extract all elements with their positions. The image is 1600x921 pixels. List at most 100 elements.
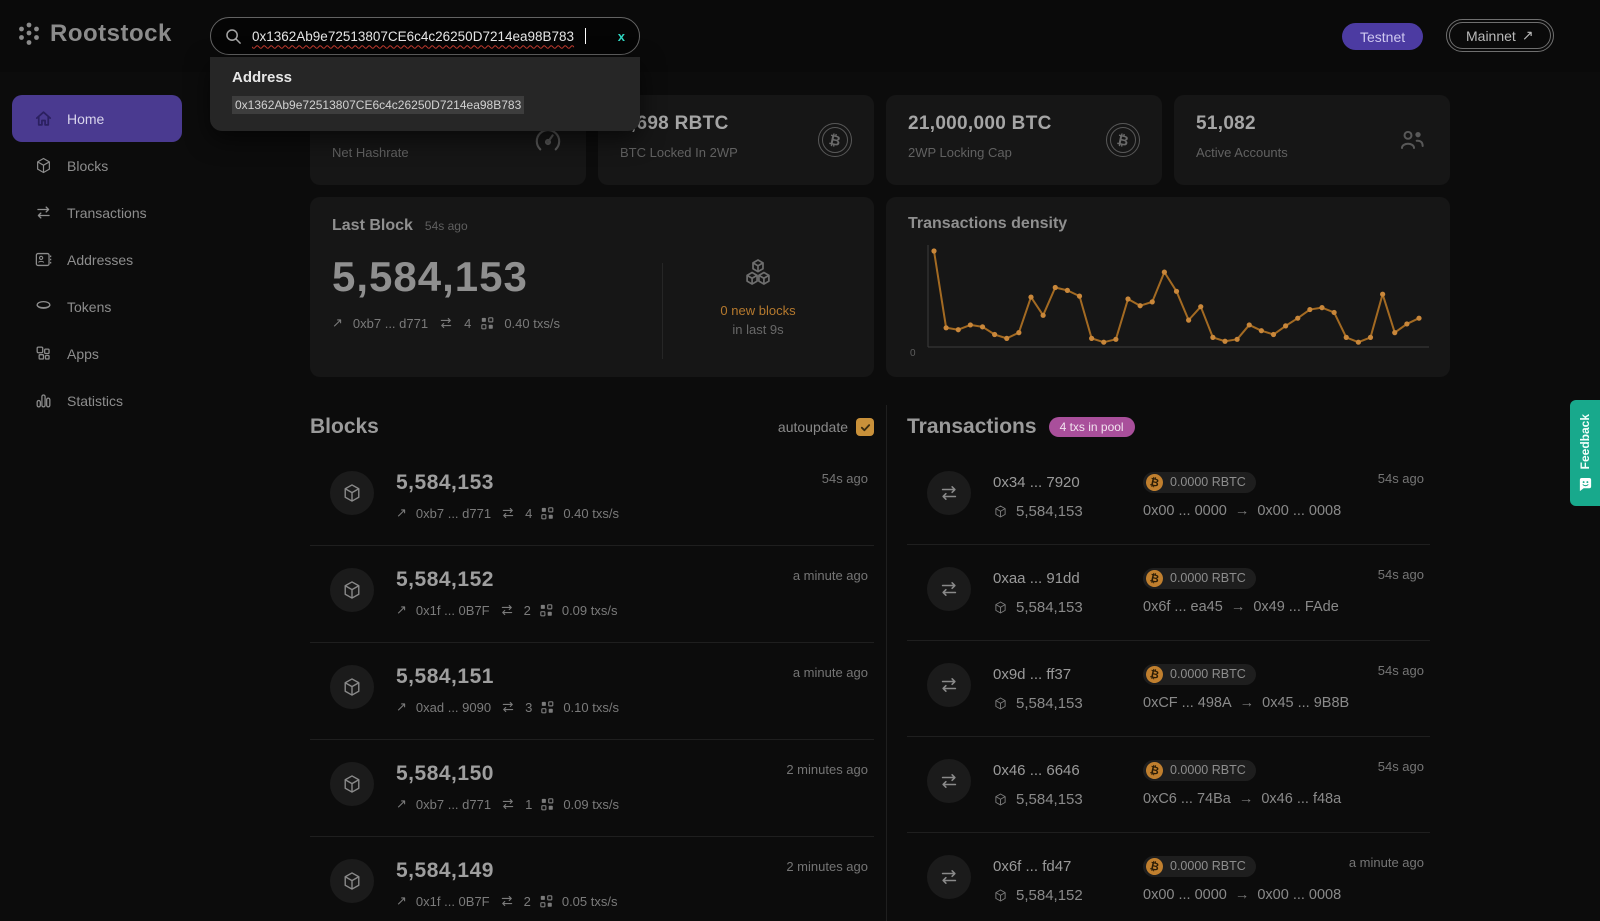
bitcoin-icon: ₿	[1144, 759, 1165, 781]
tx-to[interactable]: 0x46 ... f48a	[1261, 791, 1342, 807]
block-hash[interactable]: 0xad ... 9090	[415, 699, 492, 715]
external-arrow-icon: ↗	[396, 796, 407, 811]
block-number[interactable]: 5,584,152	[396, 568, 494, 591]
cube-icon	[330, 762, 374, 806]
bitcoin-icon: ₿	[1144, 471, 1165, 493]
autoupdate-checkbox[interactable]	[856, 418, 874, 436]
block-hash[interactable]: 0xb7 ... d771	[415, 796, 492, 812]
sidebar-item-home[interactable]: Home	[12, 95, 182, 142]
sidebar-item-tokens[interactable]: Tokens	[12, 283, 182, 330]
arrow-right-icon: →	[1234, 503, 1250, 519]
tx-hash[interactable]: 0x6f ... fd47	[993, 857, 1072, 875]
stat-card-btc-locked: 3,698 RBTC BTC Locked In 2WP ₿	[598, 95, 874, 185]
clear-search-button[interactable]: x	[617, 28, 625, 44]
block-hash[interactable]: 0x1f ... 0B7F	[415, 602, 490, 618]
feedback-tab[interactable]: Feedback	[1570, 400, 1600, 506]
tx-to[interactable]: 0x00 ... 0008	[1257, 887, 1342, 903]
block-number[interactable]: 5,584,151	[396, 665, 494, 688]
tx-to[interactable]: 0x45 ... 9B8B	[1262, 695, 1350, 711]
block-hash[interactable]: 0xb7 ... d771	[415, 505, 492, 521]
tx-hash[interactable]: 0xaa ... 91dd	[993, 569, 1080, 587]
tx-from[interactable]: 0x00 ... 0000	[1143, 887, 1227, 903]
last-block-rate: 0.40 txs/s	[504, 315, 560, 331]
bitcoin-icon: ₿	[818, 123, 852, 157]
block-hash[interactable]: 0x1f ... 0B7F	[415, 893, 490, 909]
swap-icon	[440, 317, 452, 329]
block-row[interactable]: 5,584,153 ↗ 0xb7 ... d771 4 0.40 txs/s 5…	[310, 449, 874, 546]
transaction-row[interactable]: 0xaa ... 91dd 5,584,153 ₿ 0.0000 RBTC	[907, 545, 1430, 641]
sidebar-item-blocks[interactable]: Blocks	[12, 142, 182, 189]
tx-block[interactable]: 5,584,152	[1016, 887, 1083, 904]
swap-icon	[501, 895, 512, 907]
tx-block[interactable]: 5,584,153	[1016, 695, 1083, 712]
feedback-label: Feedback	[1578, 413, 1592, 470]
rootstock-logo[interactable]: Rootstock	[16, 20, 172, 48]
tx-block[interactable]: 5,584,153	[1016, 791, 1083, 808]
tx-from[interactable]: 0xCF ... 498A	[1143, 695, 1232, 711]
sidebar-item-apps[interactable]: Apps	[12, 330, 182, 377]
sidebar-item-statistics[interactable]: Statistics	[12, 377, 182, 424]
mainnet-button[interactable]: Mainnet ↗	[1446, 19, 1554, 52]
bar-chart-icon	[36, 394, 51, 408]
cube-icon	[330, 471, 374, 515]
suggestion-address[interactable]: 0x1362Ab9e72513807CE6c4c26250D7214ea98B7…	[232, 96, 525, 114]
tx-from[interactable]: 0x00 ... 0000	[1143, 503, 1227, 519]
blocks-panel: Blocks autoupdate 5,584,153 ↗	[310, 405, 874, 921]
txs-in-pool-badge: 4 txs in pool	[1048, 417, 1135, 437]
swap-icon	[927, 855, 971, 899]
transaction-row[interactable]: 0x34 ... 7920 5,584,153 ₿ 0.0000 RBTC	[907, 449, 1430, 545]
cube-icon	[995, 601, 1006, 614]
bitcoin-icon: ₿	[1144, 567, 1165, 589]
grid-icon	[540, 603, 553, 616]
stat-label: 2WP Locking Cap	[908, 145, 1012, 160]
stat-card-locking-cap: 21,000,000 BTC 2WP Locking Cap ₿	[886, 95, 1162, 185]
stat-value: 51,082	[1196, 113, 1256, 134]
block-number[interactable]: 5,584,153	[396, 471, 494, 494]
block-number[interactable]: 5,584,149	[396, 859, 494, 882]
tx-amount: 0.0000 RBTC	[1170, 571, 1246, 585]
search-input[interactable]: 0x1362Ab9e72513807CE6c4c26250D7214ea98B7…	[210, 17, 640, 55]
tx-block[interactable]: 5,584,153	[1016, 503, 1083, 520]
tx-amount: 0.0000 RBTC	[1170, 859, 1246, 873]
transaction-row[interactable]: 0x9d ... ff37 5,584,153 ₿ 0.0000 RBTC	[907, 641, 1430, 737]
new-blocks-window: in last 9s	[732, 322, 784, 337]
block-txcount: 3	[525, 699, 533, 715]
tx-to[interactable]: 0x00 ... 0008	[1257, 503, 1342, 519]
tx-amount: 0.0000 RBTC	[1170, 763, 1246, 777]
sidebar-item-addresses[interactable]: Addresses	[12, 236, 182, 283]
tx-hash[interactable]: 0x9d ... ff37	[993, 665, 1072, 683]
cube-icon	[37, 157, 50, 174]
last-block-number[interactable]: 5,584,153	[332, 253, 528, 300]
last-block-hash[interactable]: 0xb7 ... d771	[352, 315, 429, 331]
tx-from[interactable]: 0xC6 ... 74Ba	[1143, 791, 1231, 807]
block-row[interactable]: 5,584,152 ↗ 0x1f ... 0B7F 2 0.09 txs/s a…	[310, 546, 874, 643]
tx-to[interactable]: 0x49 ... FAde	[1253, 599, 1339, 615]
tx-hash[interactable]: 0x34 ... 7920	[993, 473, 1080, 491]
transactions-title: Transactions	[907, 415, 1037, 438]
block-row[interactable]: 5,584,150 ↗ 0xb7 ... d771 1 0.09 txs/s 2…	[310, 740, 874, 837]
tx-amount-pill: ₿ 0.0000 RBTC	[1143, 567, 1256, 589]
last-block-title: Last Block	[332, 217, 413, 234]
tx-ago: a minute ago	[1348, 855, 1424, 870]
transaction-row[interactable]: 0x46 ... 6646 5,584,153 ₿ 0.0000 RBTC	[907, 737, 1430, 833]
stat-label: BTC Locked In 2WP	[620, 145, 738, 160]
external-arrow-icon: ↗	[396, 602, 407, 617]
tx-density-title: Transactions density	[908, 215, 1068, 232]
block-row[interactable]: 5,584,149 ↗ 0x1f ... 0B7F 2 0.05 txs/s 2…	[310, 837, 874, 921]
block-row[interactable]: 5,584,151 ↗ 0xad ... 9090 3 0.10 txs/s a…	[310, 643, 874, 740]
testnet-button[interactable]: Testnet	[1342, 23, 1424, 50]
tx-density-card: Transactions density 0	[886, 197, 1450, 377]
grid-icon	[540, 894, 553, 907]
block-ago: 2 minutes ago	[786, 762, 868, 777]
arrow-right-icon: →	[1230, 599, 1246, 615]
sidebar-item-transactions[interactable]: Transactions	[12, 189, 182, 236]
tx-block[interactable]: 5,584,153	[1016, 599, 1083, 616]
external-link-icon: ↗	[1521, 27, 1534, 43]
search-value[interactable]: 0x1362Ab9e72513807CE6c4c26250D7214ea98B7…	[252, 28, 575, 44]
tx-from[interactable]: 0x6f ... ea45	[1143, 599, 1223, 615]
cube-icon	[995, 793, 1006, 806]
autoupdate-toggle[interactable]: autoupdate	[778, 418, 874, 436]
block-number[interactable]: 5,584,150	[396, 762, 494, 785]
tx-hash[interactable]: 0x46 ... 6646	[993, 761, 1080, 779]
transaction-row[interactable]: 0x6f ... fd47 5,584,152 ₿ 0.0000 RBTC	[907, 833, 1430, 921]
